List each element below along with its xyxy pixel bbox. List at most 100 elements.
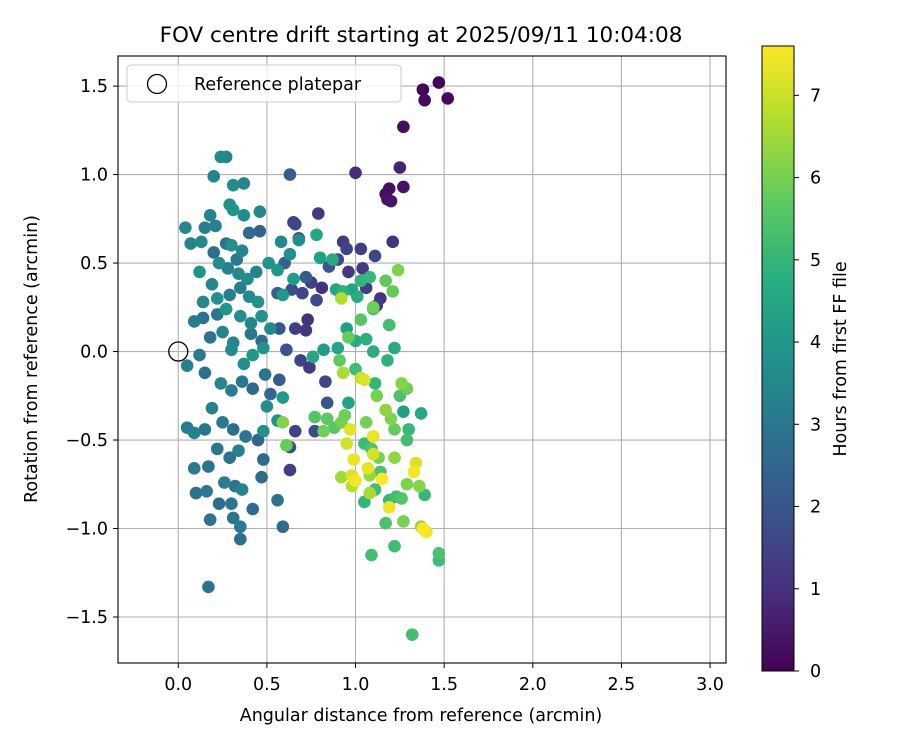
data-point xyxy=(276,520,290,534)
data-point xyxy=(232,444,245,457)
y-tick-label: −1.0 xyxy=(66,520,109,540)
data-point xyxy=(349,166,362,180)
data-point xyxy=(331,341,345,355)
data-point xyxy=(234,520,247,534)
data-point xyxy=(253,205,267,219)
data-point xyxy=(388,341,401,355)
data-point xyxy=(226,203,240,217)
data-point xyxy=(382,182,396,196)
data-point xyxy=(283,247,297,261)
data-point xyxy=(234,532,247,546)
data-point xyxy=(418,93,431,107)
x-tick-label: 1.5 xyxy=(430,675,458,695)
data-point xyxy=(271,263,284,277)
data-point xyxy=(218,476,231,489)
reference-platepar-marker xyxy=(168,341,189,362)
data-point xyxy=(187,426,201,440)
data-point xyxy=(432,546,446,560)
data-point xyxy=(308,424,322,438)
data-point xyxy=(303,361,316,374)
data-point xyxy=(280,343,293,357)
data-point xyxy=(246,502,260,516)
plot-frame xyxy=(117,55,727,664)
data-point xyxy=(237,208,251,222)
data-point xyxy=(180,359,194,372)
data-point xyxy=(301,313,314,326)
data-point xyxy=(207,246,221,259)
data-point xyxy=(356,262,369,275)
data-point xyxy=(237,357,251,371)
y-tick-label: 1.5 xyxy=(80,77,108,97)
data-point xyxy=(273,373,286,387)
data-point xyxy=(393,161,407,174)
data-point xyxy=(214,150,228,164)
data-point xyxy=(212,497,226,511)
data-point xyxy=(210,292,224,305)
data-point xyxy=(276,288,290,302)
data-point xyxy=(315,281,329,295)
data-point xyxy=(379,274,392,288)
data-point xyxy=(366,300,380,314)
data-point xyxy=(299,270,313,284)
data-point xyxy=(262,256,275,270)
data-point xyxy=(287,272,300,286)
data-point xyxy=(251,295,265,309)
data-point xyxy=(244,316,258,330)
data-point xyxy=(320,396,334,410)
data-point xyxy=(365,548,378,562)
data-point xyxy=(187,315,201,328)
data-point xyxy=(432,76,446,89)
data-point xyxy=(210,442,224,456)
scatter-points xyxy=(179,76,455,641)
data-point xyxy=(226,511,240,525)
data-point xyxy=(342,265,355,279)
legend-box xyxy=(126,64,402,103)
reference-marker-layer xyxy=(168,341,189,362)
data-point xyxy=(276,416,290,429)
data-point xyxy=(244,327,258,341)
data-point xyxy=(260,400,274,413)
data-point xyxy=(292,233,306,247)
data-point xyxy=(407,465,421,479)
data-point xyxy=(317,343,330,357)
colorbar-ticks: 0 1 2 3 4 5 6 7 xyxy=(794,86,821,682)
data-point xyxy=(283,463,297,477)
colorbar-tick-label: 7 xyxy=(810,86,821,106)
data-point xyxy=(187,462,201,475)
data-point xyxy=(257,341,270,355)
data-point xyxy=(225,497,238,511)
x-axis-ticks: 0.0 0.5 1.0 1.5 2.0 2.5 3.0 xyxy=(164,663,724,695)
y-axis-ticks: −1.5 −1.0 −0.5 0.0 0.5 1.0 1.5 xyxy=(66,77,118,628)
data-point xyxy=(239,430,252,443)
data-point xyxy=(381,354,394,367)
data-point xyxy=(317,424,330,438)
data-point xyxy=(384,194,398,208)
data-point xyxy=(193,265,206,279)
data-point xyxy=(366,430,380,443)
data-point xyxy=(368,377,382,390)
y-axis-label: Rotation from reference (arcmin) xyxy=(22,215,42,503)
data-point xyxy=(246,348,260,362)
data-point xyxy=(184,237,197,250)
data-point xyxy=(223,288,236,302)
legend: Reference platepar xyxy=(126,64,402,103)
data-point xyxy=(416,522,430,535)
data-point xyxy=(333,354,346,367)
data-point xyxy=(397,405,410,419)
data-point xyxy=(209,219,222,233)
legend-reference-marker-icon xyxy=(146,73,168,95)
data-point xyxy=(366,345,380,358)
data-point xyxy=(198,221,212,234)
colorbar-tick-label: 0 xyxy=(810,662,821,682)
data-point xyxy=(235,244,249,257)
data-point xyxy=(382,500,396,514)
data-point xyxy=(391,263,405,277)
legend-entry-label: Reference platepar xyxy=(194,75,362,95)
data-point xyxy=(198,423,212,436)
data-point xyxy=(320,412,334,426)
chart-title: FOV centre drift starting at 2025/09/11 … xyxy=(160,23,683,48)
data-point xyxy=(195,235,208,249)
data-point xyxy=(400,477,414,491)
x-tick-label: 0.0 xyxy=(164,675,192,695)
